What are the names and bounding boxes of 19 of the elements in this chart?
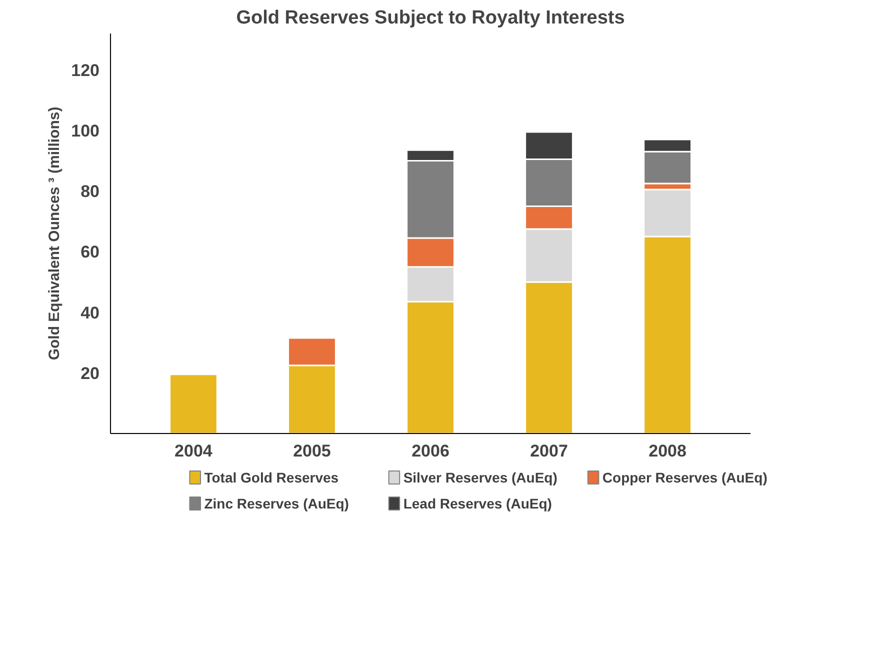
legend-label: Lead Reserves (AuEq) — [403, 496, 552, 512]
legend-label: Zinc Reserves (AuEq) — [204, 496, 349, 512]
y-tick-label: 120 — [71, 60, 100, 80]
y-tick-label: 100 — [71, 121, 100, 140]
x-tick-label: 2004 — [174, 442, 213, 460]
legend-label: Silver Reserves (AuEq) — [403, 470, 558, 486]
chart-title: Gold Reserves Subject to Royalty Interests — [236, 8, 625, 28]
legend-label: Total Gold Reserves — [204, 470, 339, 486]
x-tick-label: 2006 — [412, 442, 450, 460]
x-tick-label: 2007 — [530, 442, 568, 460]
y-tick-label: 40 — [80, 303, 100, 322]
x-tick-label: 2008 — [648, 442, 686, 460]
x-tick-label: 2005 — [293, 442, 331, 460]
legend-label: Copper Reserves (AuEq) — [602, 470, 768, 486]
y-axis-title: Gold Equivalent Ounces ³ (millions) — [46, 106, 64, 360]
bar — [169, 374, 218, 434]
y-tick-label: 80 — [80, 182, 100, 202]
y-tick-label: 60 — [80, 242, 100, 262]
y-tick-label: 20 — [80, 364, 100, 383]
